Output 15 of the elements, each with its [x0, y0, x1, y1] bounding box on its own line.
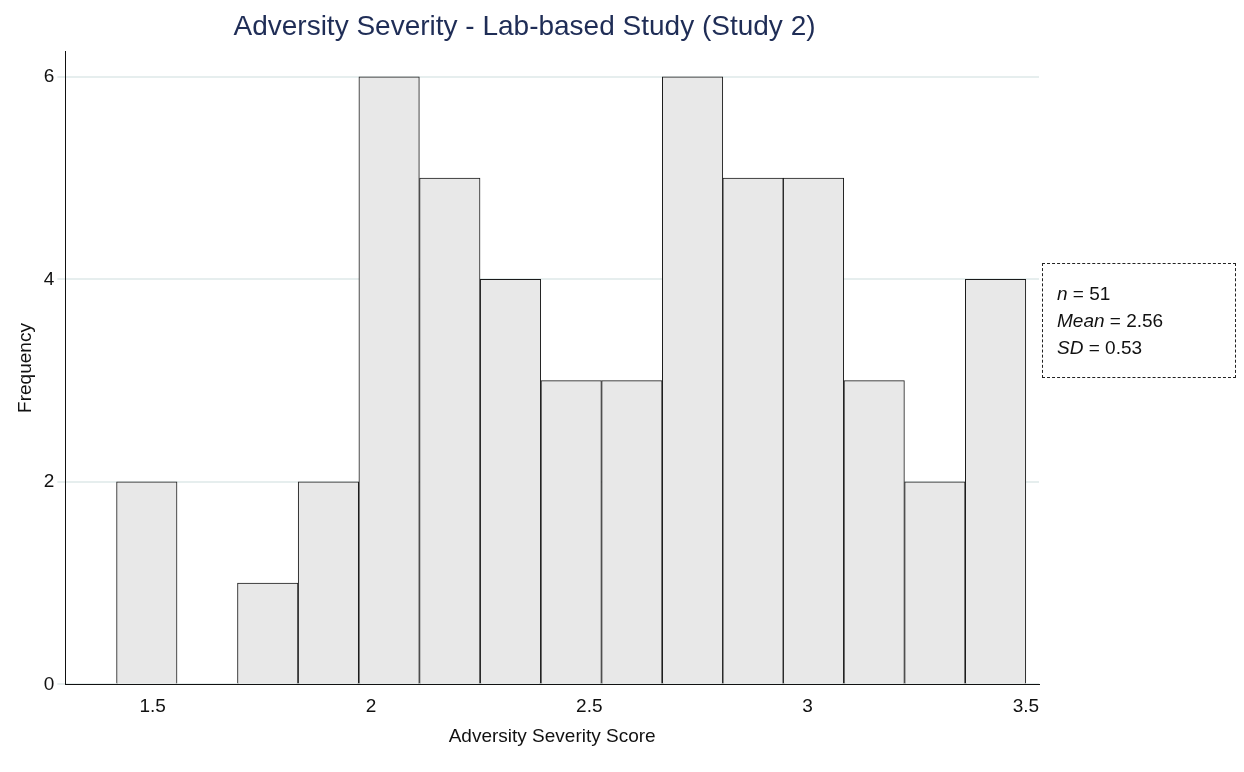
- x-tick-label: 2.5: [576, 695, 603, 717]
- text: SD = 0.53: [1057, 336, 1144, 360]
- text: Mean = 2.56: [1057, 309, 1165, 333]
- text: n = 51: [1057, 282, 1112, 306]
- y-tick-label: 6: [43, 65, 55, 87]
- x-tick-label: 3.5: [1012, 695, 1040, 717]
- y-tick-label: 2: [43, 470, 55, 492]
- y-axis-title: Frequency: [13, 322, 35, 413]
- x-axis-title: Adversity Severity Score: [448, 724, 656, 746]
- y-tick-label: 0: [43, 672, 55, 694]
- x-tick-label: 1.5: [139, 695, 166, 717]
- x-tick-label: 3: [802, 695, 813, 717]
- chart-title: Adversity Severity - Lab-based Study (Study 2): [233, 9, 816, 41]
- x-tick-label: 2: [365, 695, 377, 717]
- y-tick-label: 4: [43, 267, 55, 289]
